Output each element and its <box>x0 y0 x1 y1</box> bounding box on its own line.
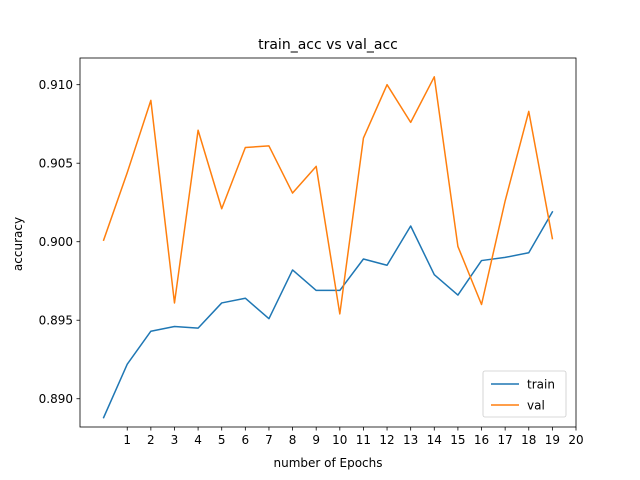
x-axis-label: number of Epochs <box>273 456 382 470</box>
x-tick-label: 1 <box>123 433 131 447</box>
y-tick-label: 0.910 <box>39 78 73 92</box>
axes-frame <box>79 57 577 428</box>
legend-label-val: val <box>527 399 545 413</box>
x-tick-label: 16 <box>474 433 489 447</box>
x-tick-label: 2 <box>147 433 155 447</box>
x-tick-label: 3 <box>171 433 179 447</box>
series-line-train <box>102 210 554 419</box>
plot-area: 1 2 3 4 5 6 7 8 9 10 11 12 13 14 15 16 17 18 19 200.8900.89… <box>39 57 584 447</box>
x-tick-label: 19 <box>545 433 560 447</box>
x-tick-label: 17 <box>498 433 513 447</box>
x-tick-label: 6 <box>242 433 250 447</box>
legend: train val <box>482 370 567 418</box>
x-tick-label: 4 <box>194 433 202 447</box>
x-tick-label: 15 <box>450 433 465 447</box>
x-tick-label: 20 <box>568 433 583 447</box>
y-tick-label: 0.895 <box>39 314 73 328</box>
series-line-val <box>102 76 554 315</box>
x-tick-label: 14 <box>427 433 442 447</box>
x-tick-label: 8 <box>289 433 297 447</box>
y-tick-label: 0.900 <box>39 235 73 249</box>
x-tick-label: 11 <box>356 433 371 447</box>
y-tick-label: 0.890 <box>39 392 73 406</box>
x-tick-label: 5 <box>218 433 226 447</box>
chart-title: train_acc vs val_acc <box>258 37 398 53</box>
x-tick-label: 13 <box>403 433 418 447</box>
x-tick-label: 7 <box>265 433 273 447</box>
x-tick-label: 9 <box>312 433 320 447</box>
y-axis-label: accuracy <box>11 217 25 271</box>
x-tick-label: 10 <box>332 433 347 447</box>
x-tick-label: 12 <box>379 433 394 447</box>
x-tick-label: 18 <box>521 433 536 447</box>
y-tick-label: 0.905 <box>39 157 73 171</box>
legend-label-train: train <box>527 378 555 392</box>
